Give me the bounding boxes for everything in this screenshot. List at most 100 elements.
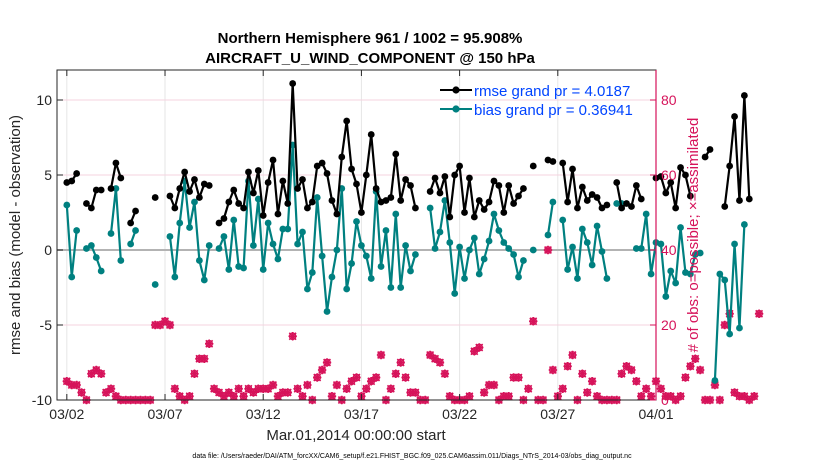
obs-assimilated-marker xyxy=(401,373,410,382)
rmse-point xyxy=(171,204,179,212)
rmse-point xyxy=(235,200,243,207)
bias-point xyxy=(313,194,321,201)
obs-assimilated-marker xyxy=(185,392,194,401)
obs-assimilated-marker xyxy=(740,392,749,401)
x-tick-label: 03/12 xyxy=(246,406,281,422)
obs-assimilated-marker xyxy=(209,384,219,393)
rmse-point xyxy=(495,182,503,189)
bias-point xyxy=(480,255,488,263)
obs-assimilated-marker xyxy=(504,392,513,401)
x-tick-label: 03/17 xyxy=(344,406,379,422)
obs-assimilated-marker xyxy=(362,384,371,393)
rmse-point xyxy=(740,92,748,99)
bias-point xyxy=(412,251,419,258)
bias-point xyxy=(284,225,292,233)
obs-assimilated-marker xyxy=(622,362,631,371)
bias-point xyxy=(475,270,483,278)
rmse-point xyxy=(505,182,513,189)
obs-assimilated-marker xyxy=(67,380,76,390)
obs-assimilated-marker xyxy=(435,358,445,367)
obs-assimilated-marker xyxy=(72,380,81,390)
rmse-point xyxy=(662,189,670,197)
obs-assimilated-marker xyxy=(327,392,337,401)
bias-point xyxy=(495,227,503,234)
rmse-point xyxy=(407,182,414,189)
obs-assimilated-marker xyxy=(440,369,450,378)
obs-assimilated-marker xyxy=(641,384,651,393)
obs-count-markers xyxy=(62,245,764,405)
rmse-point xyxy=(549,158,557,165)
rmse-point xyxy=(515,192,522,200)
rmse-point xyxy=(220,215,228,222)
rmse-point xyxy=(583,197,591,204)
rmse-point xyxy=(701,153,709,161)
rmse-point xyxy=(362,171,370,179)
bias-point xyxy=(382,227,390,234)
obs-assimilated-marker xyxy=(671,395,680,405)
obs-assimilated-marker xyxy=(676,392,685,401)
obs-assimilated-marker xyxy=(745,395,754,405)
obs-assimilated-marker xyxy=(205,339,214,348)
bias-point xyxy=(647,270,655,278)
bias-point xyxy=(711,377,719,384)
rmse-point xyxy=(87,204,95,212)
rmse-point xyxy=(358,209,365,216)
bias-point xyxy=(436,228,444,236)
rmse-point xyxy=(632,182,640,189)
bias-point xyxy=(451,290,459,297)
rmse-point xyxy=(132,207,139,215)
obs-assimilated-marker xyxy=(578,369,587,378)
rmse-point xyxy=(127,219,135,227)
obs-assimilated-marker xyxy=(298,392,307,401)
bias-point xyxy=(117,257,125,264)
bias-point xyxy=(343,285,351,293)
bias-point xyxy=(318,252,326,260)
rmse-point xyxy=(731,113,738,120)
obs-assimilated-marker xyxy=(160,317,170,326)
obs-assimilated-marker xyxy=(430,354,440,363)
rmse-point xyxy=(466,174,473,182)
rmse-point xyxy=(677,164,684,171)
x-tick-label: 03/02 xyxy=(49,406,84,422)
bias-point xyxy=(632,245,640,252)
bias-point xyxy=(583,239,591,246)
obs-assimilated-marker xyxy=(219,392,229,401)
bias-point xyxy=(249,242,257,249)
bias-point xyxy=(657,240,665,248)
x-tick-label: 04/01 xyxy=(638,406,673,422)
rmse-point xyxy=(451,171,459,179)
bias-point xyxy=(220,233,228,240)
bias-point xyxy=(564,266,572,273)
obs-assimilated-marker xyxy=(411,388,420,397)
bias-point xyxy=(323,308,331,315)
obs-assimilated-marker xyxy=(62,377,72,386)
rmse-point xyxy=(613,179,621,186)
bias-point xyxy=(662,293,670,300)
bias-point xyxy=(740,221,748,228)
bias-point xyxy=(515,273,522,281)
bias-point xyxy=(299,228,306,236)
bias-point xyxy=(308,269,316,276)
rmse-point xyxy=(736,197,743,204)
bias-point xyxy=(402,242,409,249)
obs-assimilated-marker xyxy=(332,380,342,390)
obs-assimilated-marker xyxy=(263,384,273,393)
rmse-point xyxy=(68,177,76,185)
rmse-point xyxy=(264,179,272,186)
rmse-point xyxy=(83,200,90,207)
obs-assimilated-marker xyxy=(720,320,729,330)
obs-assimilated-marker xyxy=(77,388,86,397)
bias-point xyxy=(254,195,262,203)
obs-assimilated-marker xyxy=(268,380,278,390)
obs-assimilated-marker xyxy=(347,377,356,386)
rmse-point xyxy=(574,204,581,212)
rmse-point xyxy=(333,210,341,218)
obs-assimilated-marker xyxy=(313,373,322,382)
obs-assimilated-marker xyxy=(754,309,764,318)
legend-rmse-label: rmse grand pr = 4.0187 xyxy=(474,83,630,100)
bias-point xyxy=(333,246,341,254)
obs-assimilated-marker xyxy=(592,392,602,401)
bias-point xyxy=(637,245,645,252)
rmse-point xyxy=(382,197,390,204)
x-tick-label: 03/22 xyxy=(442,406,477,422)
